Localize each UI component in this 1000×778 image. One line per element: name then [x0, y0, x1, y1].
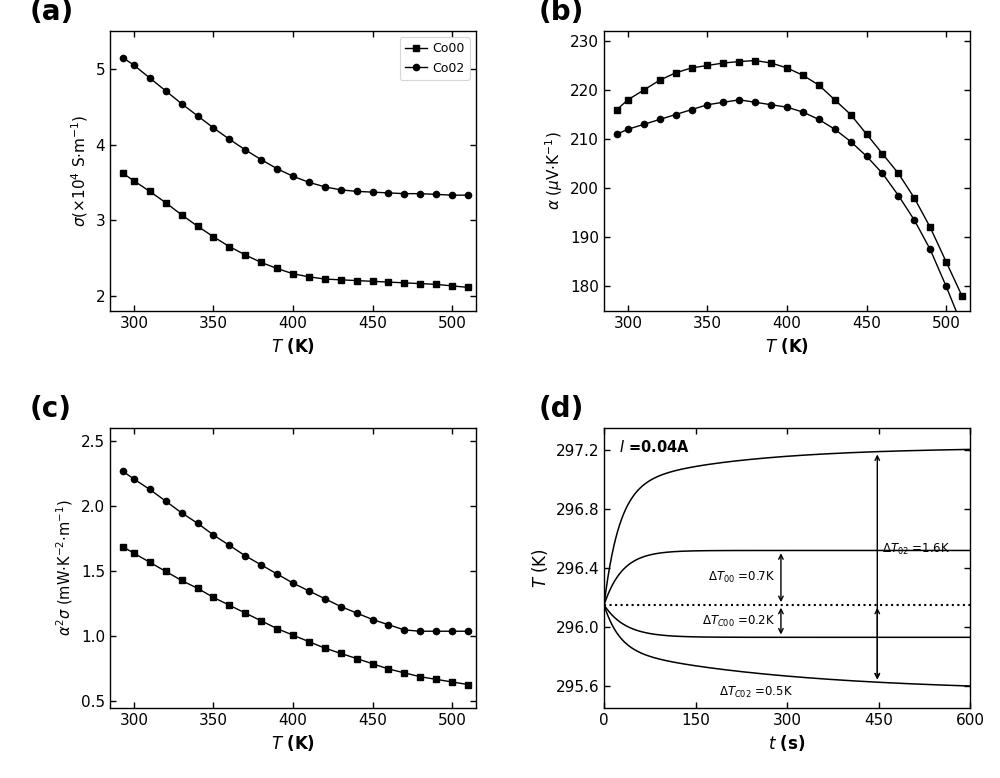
Co02 — [351, 187, 363, 196]
Co02 — [462, 191, 474, 200]
Line: Co00: Co00 — [120, 170, 471, 290]
Co02 — [287, 172, 299, 181]
Co00 — [176, 210, 188, 219]
Co00 — [319, 275, 331, 284]
Text: (b): (b) — [538, 0, 584, 26]
Y-axis label: $\sigma$($\times$10$^4$ S$\cdot$m$^{-1}$): $\sigma$($\times$10$^4$ S$\cdot$m$^{-1}$… — [69, 115, 90, 227]
Co00 — [160, 198, 172, 208]
Co02 — [382, 188, 394, 198]
Co00 — [367, 277, 379, 286]
Legend: Co00, Co02: Co00, Co02 — [400, 37, 470, 79]
Text: $\Delta T_{02}$ =1.6K: $\Delta T_{02}$ =1.6K — [882, 541, 950, 557]
X-axis label: $t$ $\mathbf{(s)}$: $t$ $\mathbf{(s)}$ — [768, 734, 806, 753]
Co00 — [287, 269, 299, 279]
Co02 — [271, 164, 283, 173]
Co00 — [144, 187, 156, 196]
Text: $I$ =0.04A: $I$ =0.04A — [619, 440, 690, 455]
Co02 — [207, 123, 219, 132]
Co02 — [303, 177, 315, 187]
Co00 — [207, 232, 219, 241]
Text: (a): (a) — [29, 0, 74, 26]
Co00 — [446, 281, 458, 290]
Co02 — [398, 189, 410, 198]
Co02 — [128, 61, 140, 70]
Y-axis label: $T$ (K): $T$ (K) — [530, 548, 550, 588]
X-axis label: $T$ $\mathbf{(K)}$: $T$ $\mathbf{(K)}$ — [271, 336, 315, 356]
X-axis label: $T$ $\mathbf{(K)}$: $T$ $\mathbf{(K)}$ — [271, 734, 315, 753]
X-axis label: $T$ $\mathbf{(K)}$: $T$ $\mathbf{(K)}$ — [765, 336, 809, 356]
Text: (c): (c) — [29, 394, 71, 422]
Co02 — [176, 99, 188, 108]
Line: Co02: Co02 — [120, 54, 471, 198]
Co00 — [117, 169, 129, 178]
Co02 — [239, 145, 251, 155]
Text: $\Delta T_{C00}$ =0.2K: $\Delta T_{C00}$ =0.2K — [702, 614, 775, 629]
Co00 — [351, 276, 363, 286]
Co02 — [430, 190, 442, 199]
Co00 — [335, 275, 347, 285]
Co00 — [223, 242, 235, 251]
Y-axis label: $\alpha$ ($\mu$V$\cdot$K$^{-1}$): $\alpha$ ($\mu$V$\cdot$K$^{-1}$) — [543, 131, 565, 210]
Co00 — [430, 279, 442, 289]
Co00 — [255, 258, 267, 267]
Text: $\Delta T_{00}$ =0.7K: $\Delta T_{00}$ =0.7K — [708, 570, 775, 585]
Co00 — [303, 272, 315, 282]
Co02 — [144, 73, 156, 82]
Co00 — [462, 282, 474, 292]
Text: $\Delta T_{C02}$ =0.5K: $\Delta T_{C02}$ =0.5K — [719, 685, 793, 700]
Co00 — [128, 176, 140, 185]
Co02 — [117, 53, 129, 62]
Co02 — [367, 187, 379, 197]
Co02 — [414, 189, 426, 198]
Co00 — [271, 264, 283, 273]
Co02 — [255, 155, 267, 164]
Co02 — [446, 191, 458, 200]
Co02 — [160, 86, 172, 96]
Y-axis label: $\alpha^2\sigma$ (mW$\cdot$K$^{-2}$$\cdot$m$^{-1}$): $\alpha^2\sigma$ (mW$\cdot$K$^{-2}$$\cdo… — [55, 499, 75, 636]
Co02 — [192, 111, 204, 121]
Co00 — [192, 222, 204, 231]
Co00 — [414, 279, 426, 289]
Text: (d): (d) — [538, 394, 584, 422]
Co00 — [382, 278, 394, 287]
Co02 — [335, 185, 347, 194]
Co00 — [239, 251, 251, 260]
Co02 — [319, 182, 331, 191]
Co02 — [223, 135, 235, 144]
Co00 — [398, 279, 410, 288]
